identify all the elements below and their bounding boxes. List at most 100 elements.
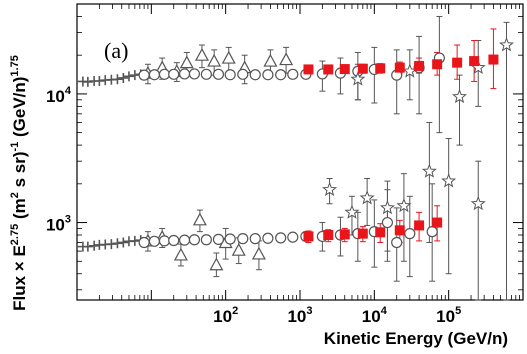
circle-marker [404,228,416,240]
cross-marker [123,71,134,82]
y-tick-label: 104 [46,85,72,106]
x-tick-base: 10 [362,307,381,326]
cross-marker [118,237,129,248]
y-title-lead: Flux × E [10,245,29,311]
square-marker [432,59,443,70]
star-marker [421,163,437,178]
circle-marker [381,216,394,229]
plot-border [76,3,524,301]
y-tick-base: 10 [46,87,65,106]
star-marker [452,88,468,104]
y-title-mid2: s sr) [10,152,29,193]
x-tick-label: 105 [436,305,461,326]
square-marker [323,230,334,241]
circle-marker [262,232,274,244]
y-title-mid: (m [10,198,29,224]
star-marker [350,71,366,86]
y-axis-title: Flux × E2.75 (m2 s sr)-1 (GeV/n)1.75 [9,55,29,311]
square-marker [414,220,425,231]
circle-marker [287,68,299,80]
square-marker [303,231,314,242]
triangle-marker [279,52,294,66]
circle-marker [212,68,225,80]
square-marker [394,225,405,236]
star-marker [470,195,486,211]
circle-marker [275,69,287,81]
y-tick-base: 10 [46,216,65,235]
triangle-marker [173,247,188,261]
triangle-marker [192,212,207,226]
circle-marker [391,236,403,249]
circle-marker [188,68,201,80]
circle-marker [287,231,299,243]
square-marker [357,228,368,239]
circle-marker [200,234,212,246]
star-marker [396,197,412,213]
cross-marker [112,74,123,85]
circle-marker [200,68,212,80]
circle-marker [275,232,287,244]
x-tick-base: 10 [436,307,455,326]
x-tick-label: 104 [362,305,388,326]
triangle-marker [263,53,278,67]
circle-marker [212,233,225,245]
square-marker [488,54,499,65]
square-marker [375,63,386,74]
star-marker [379,200,395,215]
x-tick-label: 102 [213,305,238,326]
triangle-marker [209,257,224,271]
circle-marker [148,69,161,81]
x-tick-label: 103 [287,305,312,326]
cross-marker [112,238,123,249]
y-tick-exp: 3 [65,214,71,226]
circle-marker [249,233,261,245]
square-marker [469,56,480,67]
circle-marker [138,236,150,249]
circle-marker [168,234,180,247]
y-title-exp3: -1 [9,142,21,152]
circle-marker [178,234,191,246]
square-marker [339,229,350,240]
x-tick-exp: 3 [306,305,312,317]
panel-label: (a) [104,38,128,63]
y-title-exp1: 2.75 [9,224,21,245]
cross-marker [82,241,93,252]
plot-frame [76,3,524,301]
circle-marker [224,69,236,81]
triangle-marker [231,242,246,256]
star-marker [322,181,338,197]
circle-marker [148,235,161,247]
x-tick-exp: 4 [381,305,388,317]
cross-marker [82,76,93,87]
square-marker [452,57,463,68]
star-marker [344,204,360,219]
x-tick-base: 10 [213,307,232,326]
y-tick-exp: 4 [65,85,72,97]
x-tick-exp: 2 [232,305,238,317]
circle-marker [138,69,150,81]
circle-marker [158,235,171,247]
star-marker [499,37,515,52]
square-marker [394,62,405,73]
x-tick-base: 10 [287,307,306,326]
square-marker [414,60,425,71]
circle-marker [426,226,438,238]
circle-marker [237,233,249,245]
cross-marker [89,240,100,251]
star-marker [441,173,457,188]
y-title-exp2: 2 [9,192,21,198]
square-marker [323,64,334,75]
triangle-marker [179,55,194,69]
circle-marker [237,68,249,80]
triangle-marker [207,53,222,67]
data-markers [77,37,515,271]
star-marker [359,190,375,205]
cross-marker [106,239,117,250]
x-axis-title: Kinetic Energy (GeV/n) [324,329,508,348]
circle-marker [262,69,274,81]
axis-ticks [76,4,523,300]
triangle-marker [251,246,266,260]
